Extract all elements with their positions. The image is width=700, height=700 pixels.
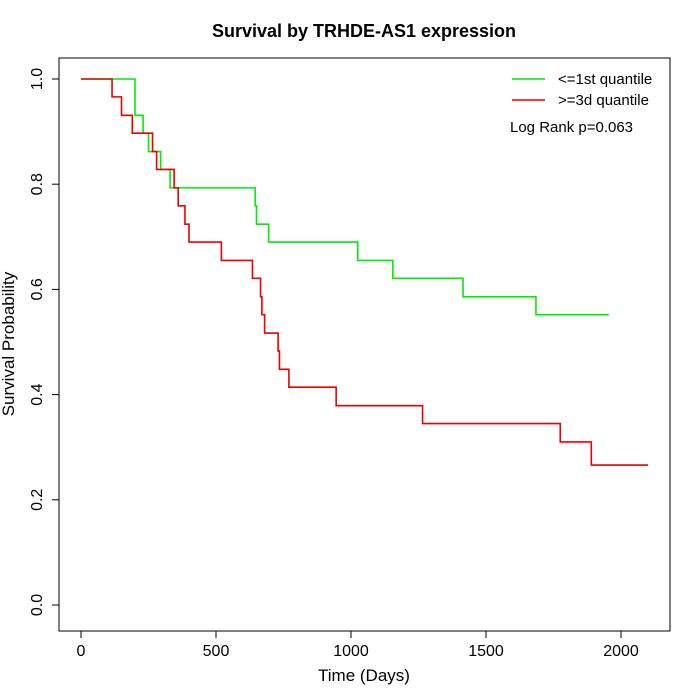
x-tick-label: 1000 [333, 643, 369, 660]
y-tick-label: 0.2 [29, 489, 46, 511]
y-axis: 0.0 0.2 0.4 0.6 0.8 1.0 [29, 68, 60, 616]
x-tick-label: 500 [203, 643, 230, 660]
x-tick-label: 1500 [468, 643, 504, 660]
y-tick-label: 0.8 [29, 173, 46, 195]
series-layer [81, 78, 648, 466]
series-line-1 [81, 78, 648, 466]
legend-label: >=3d quantile [558, 92, 649, 109]
log-rank-annotation: Log Rank p=0.063 [510, 119, 633, 136]
y-axis-label: Survival Probability [0, 271, 18, 416]
x-axis: 0 500 1000 1500 2000 [77, 630, 639, 660]
y-tick-label: 1.0 [29, 68, 46, 90]
y-tick-label: 0.6 [29, 278, 46, 300]
legend-label: <=1st quantile [558, 71, 652, 88]
x-axis-label: Time (Days) [318, 666, 410, 685]
x-tick-label: 2000 [603, 643, 639, 660]
y-tick-label: 0.0 [29, 594, 46, 616]
legend: <=1st quantile >=3d quantile [512, 71, 652, 109]
y-tick-label: 0.4 [29, 383, 46, 405]
chart-title: Survival by TRHDE-AS1 expression [212, 21, 516, 41]
x-tick-label: 0 [77, 643, 86, 660]
